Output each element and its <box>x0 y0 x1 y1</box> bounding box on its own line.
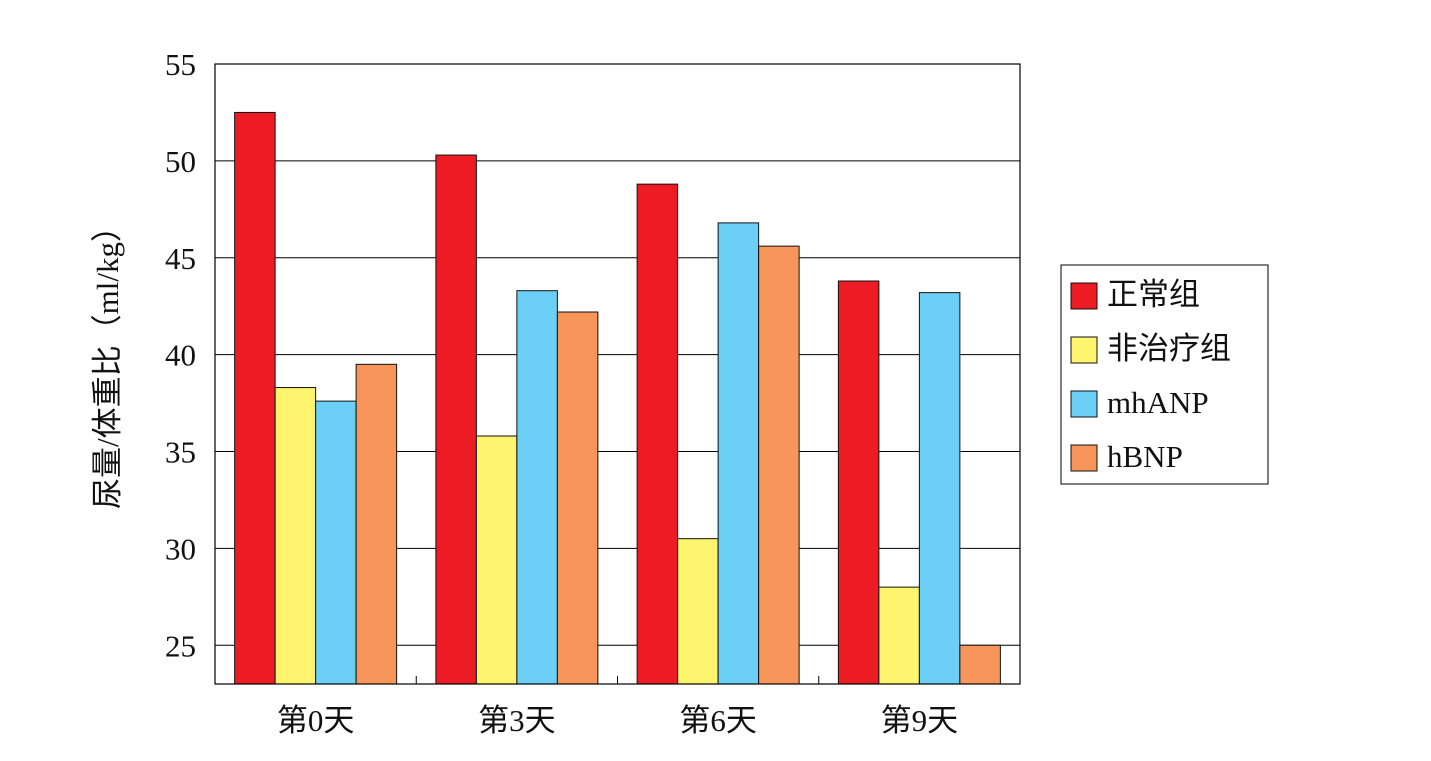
bar <box>959 644 1001 685</box>
legend-swatch <box>1070 282 1098 310</box>
legend-label: 非治疗组 <box>1107 331 1231 366</box>
x-tick-label: 第6天 <box>679 703 757 738</box>
x-tick-label: 第3天 <box>478 703 556 738</box>
bar <box>435 154 477 685</box>
axis-layer: 25 30 35 40 45 50 55 第0天 第3天 第6天 第9天 <box>165 47 1021 738</box>
bar <box>717 222 760 685</box>
bar <box>556 311 599 685</box>
legend-label: mhANP <box>1107 385 1209 420</box>
y-tick-label: 30 <box>165 531 196 566</box>
bar <box>274 387 317 685</box>
y-tick-label: 45 <box>165 241 196 276</box>
bar <box>355 363 398 685</box>
y-tick-label: 50 <box>165 144 196 179</box>
bar <box>677 538 719 685</box>
y-axis-label: 尿量/体重比（ml/kg） <box>90 211 125 509</box>
legend-label: 正常组 <box>1107 277 1200 312</box>
y-tick-label: 55 <box>165 47 196 82</box>
y-tick-label: 40 <box>165 338 196 373</box>
y-tick-label: 35 <box>165 435 196 470</box>
bar <box>475 435 518 685</box>
bar <box>878 586 920 685</box>
bar-layer <box>234 111 1001 685</box>
y-tick-label: 25 <box>165 628 196 663</box>
bar <box>636 183 679 685</box>
bar <box>837 280 880 685</box>
bar <box>315 400 357 685</box>
bar <box>918 292 961 685</box>
bar <box>758 245 800 685</box>
x-tick-label: 第0天 <box>277 703 355 738</box>
legend-label: hBNP <box>1107 439 1183 474</box>
legend-swatch <box>1070 390 1098 418</box>
legend-swatch <box>1070 336 1098 364</box>
legend-swatch <box>1070 444 1098 472</box>
bar <box>234 111 276 685</box>
x-tick-label: 第9天 <box>881 703 959 738</box>
bar <box>516 290 558 685</box>
